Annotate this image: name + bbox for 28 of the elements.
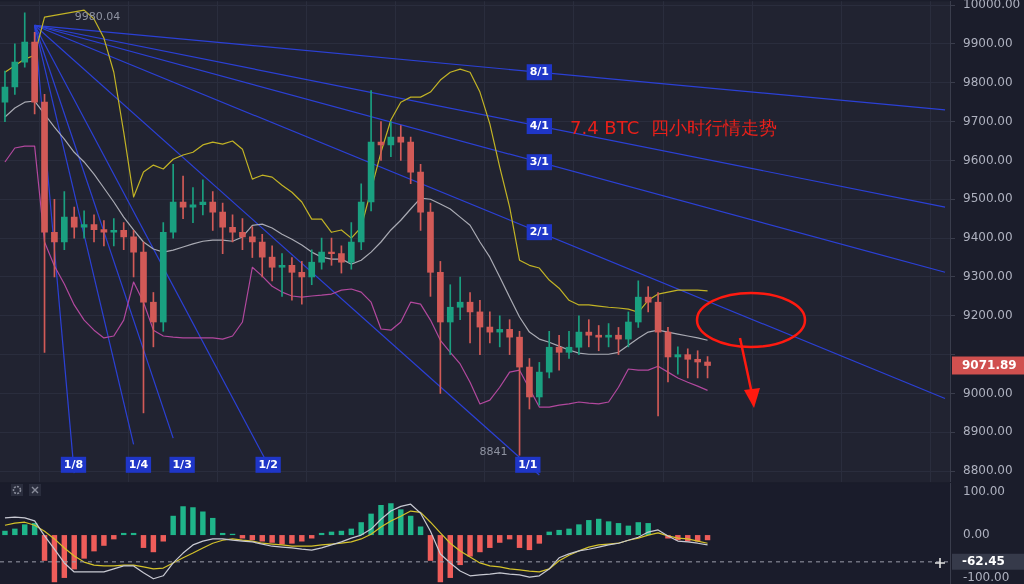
y-tick-label: -100.00	[963, 570, 1010, 584]
series-label: 1/4	[128, 457, 149, 471]
y-tick-label: 9500.00	[963, 191, 1013, 206]
series-label: 1/8	[63, 457, 84, 471]
y-tick-label: 9400.00	[963, 230, 1013, 245]
series-label: 2/1	[529, 225, 549, 239]
annotation: 8841	[479, 445, 508, 459]
legend-label: 1/3	[172, 457, 192, 471]
y-tick-label: 100.00	[963, 484, 1005, 499]
y-tick-label: 9200.00	[963, 307, 1013, 322]
y-tick-label: 9700.00	[963, 113, 1013, 128]
y-tick-label: 9800.00	[963, 74, 1013, 89]
y-tick-label: 8900.00	[963, 424, 1013, 439]
text: 9071.89	[962, 357, 1017, 372]
series-label: 4/1	[529, 118, 549, 132]
annotation: 7.4 BTC 四小时行情走势	[570, 116, 777, 138]
y-tick-label: 9600.00	[963, 152, 1013, 167]
y-tick-label: 10000.00	[963, 0, 1021, 12]
y-tick-label: 8800.00	[963, 463, 1013, 478]
y-tick-label: 9300.00	[963, 269, 1013, 284]
ref-line-label: -62.45	[962, 553, 1005, 568]
series-label: 1/1	[518, 457, 538, 471]
y-tick-label: 9900.00	[963, 36, 1013, 51]
y-tick-label: 0.00	[963, 527, 990, 542]
series-label: 3/1	[529, 155, 549, 169]
y-tick-label: 9000.00	[963, 385, 1013, 400]
series-label: 1/2	[258, 457, 278, 471]
series-label: 8/1	[529, 65, 549, 79]
